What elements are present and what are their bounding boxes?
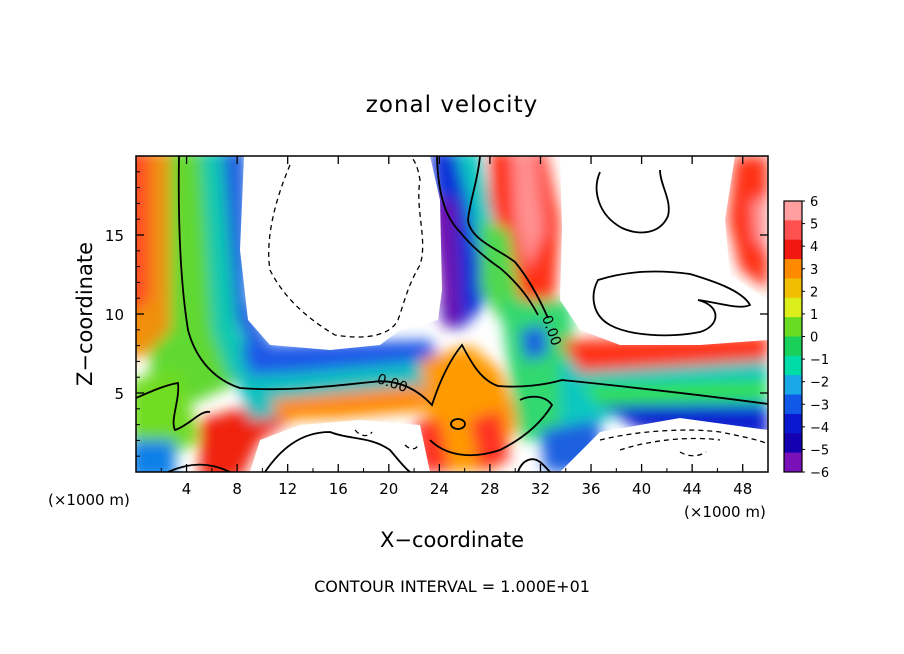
y-tick-label: 5 — [114, 385, 124, 403]
colorbar-label: 6 — [810, 195, 818, 210]
colorbar-label: 1 — [810, 308, 818, 323]
colorbar-label: −4 — [810, 421, 829, 436]
contour-zero-lower — [136, 381, 211, 432]
x-tick-label: 36 — [581, 480, 600, 498]
x-tick-label: 12 — [278, 480, 297, 498]
x-tick-label: 20 — [379, 480, 398, 498]
colorbar-label: 3 — [810, 263, 818, 278]
colorbar-swatch — [784, 413, 802, 434]
colorbar-label: −2 — [810, 376, 829, 391]
colorbar-label: 2 — [810, 285, 818, 300]
x-tick-label: 28 — [480, 480, 499, 498]
field-region-lower-left-red — [200, 400, 300, 472]
colorbar-swatch — [784, 297, 802, 318]
colorbar-label: −1 — [810, 353, 829, 368]
x-tick-label: 32 — [531, 480, 550, 498]
colorbar-label: 5 — [810, 218, 818, 233]
contour-zero-upper-center — [436, 156, 539, 316]
colorbar-swatch — [784, 452, 802, 473]
x-tick-label: 40 — [632, 480, 651, 498]
x-tick-label: 4 — [182, 480, 192, 498]
x-axis-unit-left: (×1000 m) — [48, 491, 130, 509]
colorbar-label: −5 — [810, 443, 829, 458]
contour-lines — [136, 156, 768, 472]
colorbar-label: 4 — [810, 240, 818, 255]
y-tick-label: 10 — [105, 306, 124, 324]
colorbar-swatch — [784, 355, 802, 376]
x-axis-unit-right: (×1000 m) — [684, 503, 766, 521]
out-of-range-masks — [240, 156, 768, 472]
plot-area: 0.00 0.00 — [136, 156, 768, 472]
colorbar-swatch — [784, 394, 802, 415]
x-tick-label: 8 — [232, 480, 242, 498]
colorbar-swatch — [784, 278, 802, 299]
colorbar-label: −6 — [810, 466, 829, 481]
colorbar-swatch — [784, 375, 802, 395]
contour-lines-dashed — [268, 156, 768, 457]
colorbar-swatch — [784, 433, 802, 454]
colorbar-swatch — [784, 259, 802, 279]
x-tick-label: 44 — [683, 480, 702, 498]
colorbar-swatch — [784, 239, 802, 260]
colorbar: 6 5 4 3 2 1 0 −1 −2 −3 −4 −5 −6 — [783, 195, 829, 481]
x-axis-label: X−coordinate — [380, 528, 524, 552]
x-tick-label: 24 — [430, 480, 449, 498]
colorbar-swatch — [784, 336, 802, 357]
y-axis-label: Z−coordinate — [73, 242, 97, 386]
x-tick-label: 48 — [733, 480, 752, 498]
x-axis: 4 8 12 16 20 24 28 32 36 40 44 48 — [160, 156, 752, 498]
y-axis: 5 10 15 — [105, 171, 768, 457]
colorbar-label: 0 — [810, 331, 818, 346]
colorbar-swatch — [784, 201, 802, 221]
contour-right-upper — [595, 169, 670, 234]
contour-zero-left — [177, 156, 768, 407]
field-region-right-edge-warm — [728, 156, 768, 290]
chart-title: zonal velocity — [366, 92, 538, 118]
colorbar-swatch — [784, 317, 802, 337]
y-tick-label: 15 — [105, 227, 124, 245]
x-tick-label: 16 — [329, 480, 348, 498]
contour-interval-footer: CONTOUR INTERVAL = 1.000E+01 — [314, 577, 590, 596]
colorbar-swatch — [784, 220, 802, 241]
colorbar-label: −3 — [810, 398, 829, 413]
